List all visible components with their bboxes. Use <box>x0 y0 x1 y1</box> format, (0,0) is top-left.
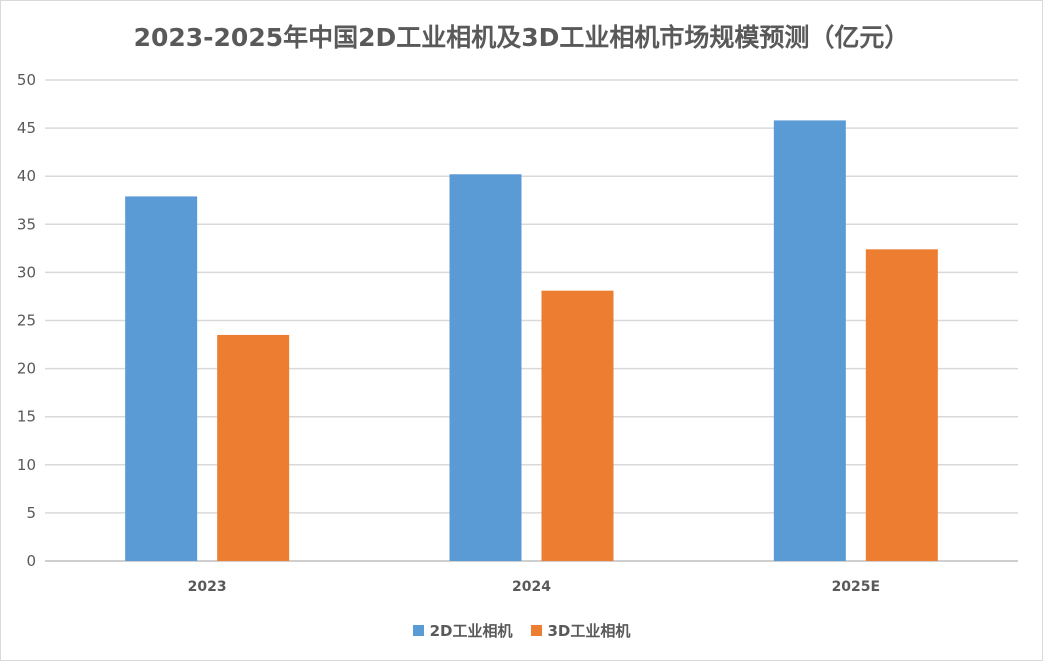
legend-item-3d: 3D工业相机 <box>530 620 631 641</box>
bar-3d-2024 <box>541 290 614 561</box>
y-tick-label: 35 <box>17 215 36 233</box>
legend-item-2d: 2D工业相机 <box>412 620 513 641</box>
y-tick-label: 45 <box>17 119 36 137</box>
y-tick-label: 30 <box>17 263 36 281</box>
legend: 2D工业相机 3D工业相机 <box>0 620 1043 641</box>
legend-label-3d: 3D工业相机 <box>547 622 631 640</box>
y-tick-label: 25 <box>17 312 36 330</box>
x-tick-label: 2025E <box>832 579 881 595</box>
bar-2d-2023 <box>125 196 198 562</box>
bar-3d-2023 <box>217 334 290 561</box>
legend-swatch-3d <box>530 625 542 636</box>
y-tick-label: 50 <box>17 71 36 89</box>
legend-label-2d: 2D工业相机 <box>429 622 513 640</box>
y-tick-label: 0 <box>26 552 36 570</box>
y-tick-label: 10 <box>17 456 36 474</box>
bar-2d-2024 <box>449 174 522 561</box>
bar-2d-2025E <box>773 120 846 562</box>
chart-title: 2023-2025年中国2D工业相机及3D工业相机市场规模预测（亿元） <box>133 23 910 52</box>
y-tick-label: 5 <box>26 504 36 522</box>
x-tick-label: 2023 <box>188 579 227 595</box>
x-tick-label: 2024 <box>512 579 551 595</box>
y-tick-label: 40 <box>17 167 36 185</box>
legend-swatch-2d <box>412 625 424 636</box>
y-tick-label: 15 <box>17 408 36 426</box>
y-tick-label: 20 <box>17 360 36 378</box>
bar-3d-2025E <box>865 249 938 561</box>
